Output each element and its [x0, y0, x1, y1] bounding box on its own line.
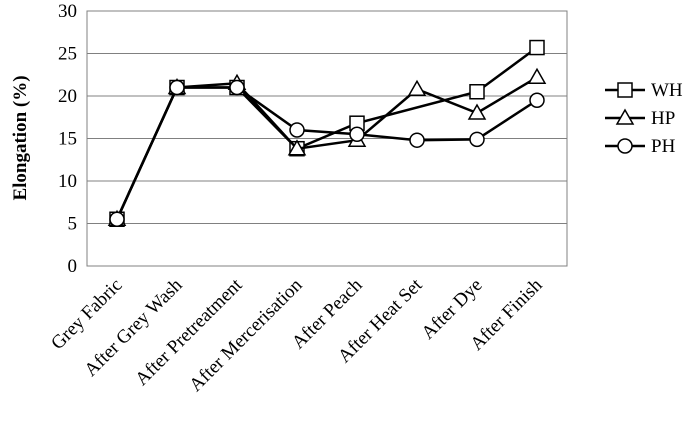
- circle-marker: [617, 138, 633, 154]
- gridlines: [87, 53, 567, 224]
- circle-marker: [109, 211, 125, 227]
- triangle-marker: [615, 108, 635, 125]
- y-tick-label: 15: [58, 129, 77, 150]
- circle-marker: [349, 126, 365, 142]
- legend-label: PH: [651, 136, 676, 157]
- x-tick-label: After Mercerisation: [185, 274, 307, 396]
- circle-marker: [289, 122, 305, 138]
- y-tick-label: 25: [58, 44, 77, 65]
- circle-marker: [169, 79, 185, 96]
- series-lines: [107, 39, 547, 227]
- y-tick-label: 10: [58, 171, 77, 192]
- series-ph: [109, 79, 545, 227]
- square-marker: [617, 82, 633, 98]
- legend: WH HP PH: [605, 80, 683, 157]
- y-tick-labels: 0 5 10 15 20 25 30: [58, 1, 77, 277]
- y-tick-label: 0: [68, 256, 78, 277]
- triangle-marker: [527, 67, 547, 85]
- circle-marker: [529, 92, 545, 108]
- plot-area-border: [86, 10, 568, 267]
- triangle-marker: [407, 79, 427, 96]
- series-line: [115, 86, 538, 220]
- y-tick-label: 5: [68, 214, 78, 235]
- circle-marker: [229, 79, 245, 96]
- legend-entry-wh: WH: [605, 80, 683, 101]
- legend-label: HP: [651, 108, 675, 129]
- circle-marker: [409, 132, 425, 148]
- triangle-marker: [287, 139, 307, 156]
- legend-entry-hp: HP: [605, 108, 675, 129]
- y-axis-title: Elongation (%): [10, 75, 31, 200]
- x-tick-label: After Pretreatment: [131, 274, 247, 390]
- legend-entry-ph: PH: [605, 136, 676, 157]
- y-tick-label: 30: [58, 1, 77, 22]
- circle-marker: [469, 131, 485, 148]
- square-marker: [469, 84, 485, 100]
- legend-label: WH: [651, 80, 683, 101]
- triangle-marker: [467, 103, 487, 120]
- square-marker: [529, 39, 545, 56]
- y-tick-label: 20: [58, 86, 77, 107]
